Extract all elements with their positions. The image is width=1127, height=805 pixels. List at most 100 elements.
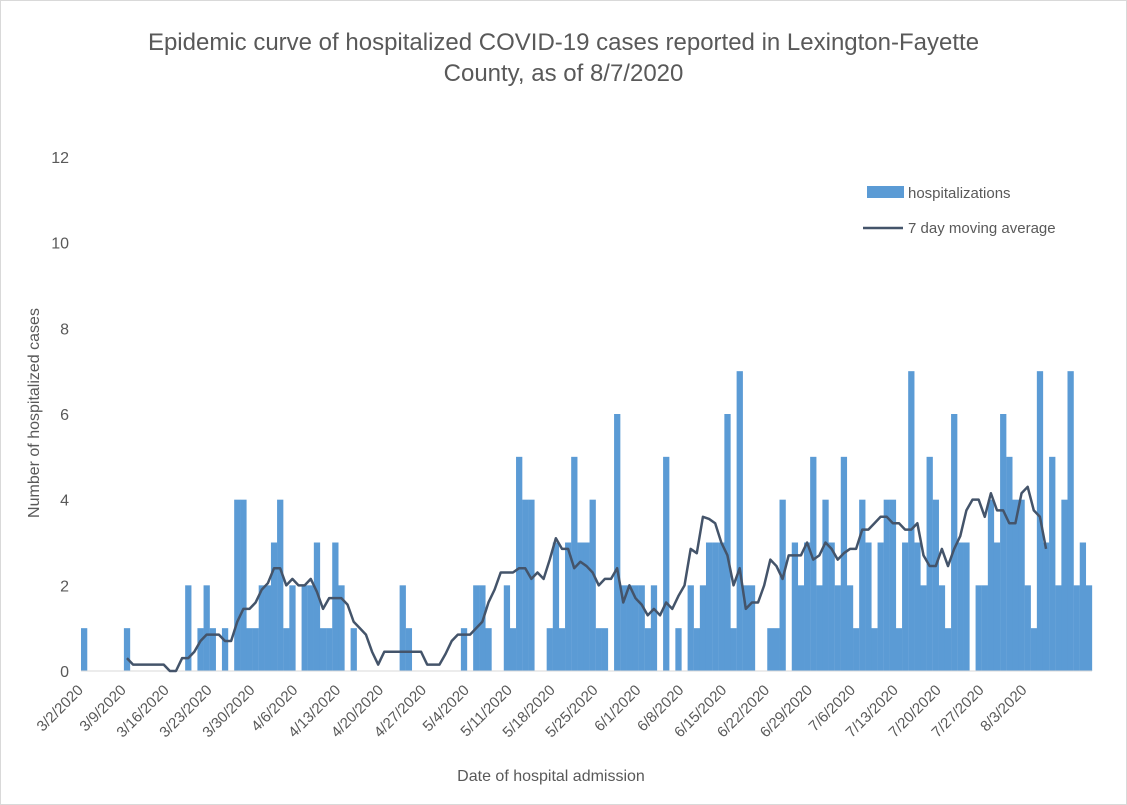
hospitalization-bar	[822, 499, 829, 671]
hospitalization-bar	[840, 456, 848, 671]
hospitalization-bar	[644, 628, 651, 671]
hospitalization-bar	[767, 628, 774, 671]
hospitalization-bar	[258, 585, 265, 671]
y-tick-label: 12	[51, 150, 69, 167]
hospitalization-bar	[981, 585, 988, 671]
hospitalization-bar	[944, 628, 952, 671]
hospitalization-bar	[528, 499, 535, 671]
hospitalization-bar	[853, 628, 860, 671]
hospitalization-bar	[859, 499, 866, 671]
hospitalization-bar	[209, 628, 216, 671]
hospitalization-bar	[81, 628, 88, 671]
moving-average-line	[126, 485, 1048, 673]
hospitalization-bar	[338, 585, 345, 671]
hospitalization-bar	[270, 542, 278, 671]
hospitalization-bar	[816, 585, 823, 671]
hospitalization-bar	[234, 499, 241, 671]
hospitalization-bar	[319, 628, 327, 671]
hospitalization-bar	[509, 628, 517, 671]
hospitalization-bar	[197, 628, 204, 671]
x-axis-title: Date of hospital admission	[457, 768, 645, 785]
hospitalization-bar	[1000, 414, 1007, 671]
hospitalization-bar	[221, 628, 229, 671]
hospitalization-bar	[589, 499, 596, 671]
hospitalization-bar	[185, 585, 192, 671]
hospitalization-bar	[902, 542, 909, 671]
hospitalization-bar	[516, 456, 523, 671]
hospitalization-bar	[399, 585, 406, 671]
hospitalization-bar	[828, 542, 835, 671]
hospitalization-bar	[405, 628, 413, 671]
hospitalization-bar	[1049, 456, 1056, 671]
hospitalization-bar	[920, 585, 927, 671]
hospitalization-bar	[871, 628, 878, 671]
legend-swatch-hospitalizations	[867, 186, 904, 198]
hospitalization-bar	[332, 542, 339, 671]
hospitalization-bar	[1024, 585, 1031, 671]
hospitalization-bar	[620, 585, 627, 671]
hospitalization-bar	[522, 499, 529, 671]
hospitalization-bar	[571, 456, 578, 671]
hospitalization-bar	[724, 414, 731, 671]
hospitalization-bar	[963, 542, 970, 671]
hospitalization-bar	[626, 585, 633, 671]
legend-label-hospitalizations: hospitalizations	[908, 185, 1011, 202]
hospitalization-bar	[460, 628, 468, 671]
hospitalization-bar	[289, 585, 296, 671]
hospitalization-bar	[638, 585, 645, 671]
hospitalization-bar	[1030, 628, 1038, 671]
hospitalization-bar	[804, 542, 811, 671]
hospitalization-bar	[565, 542, 572, 671]
hospitalization-bar	[546, 628, 553, 671]
y-axis-title: Number of hospitalized cases	[26, 308, 43, 518]
hospitalization-bar	[975, 585, 982, 671]
hospitalization-bar	[797, 585, 805, 671]
hospitalization-bar	[834, 585, 841, 671]
hospitalization-bar	[865, 542, 872, 671]
hospitalization-bar	[1042, 542, 1050, 671]
hospitalization-bar	[313, 542, 321, 671]
hospitalization-bar	[779, 499, 786, 671]
hospitalization-bar	[1018, 499, 1025, 671]
hospitalization-bar	[730, 628, 737, 671]
hospitalization-bar	[889, 499, 897, 671]
hospitalization-bar	[264, 585, 272, 671]
hospitalization-bar	[663, 456, 670, 671]
x-tick-label: 3/2/2020	[34, 682, 87, 735]
hospitalization-bar	[632, 585, 639, 671]
hospitalization-bar	[914, 542, 921, 671]
hospitalization-bar	[675, 628, 682, 671]
hospitalization-bar	[712, 542, 719, 671]
hospitalization-bar	[301, 585, 308, 671]
hospitalization-bar	[123, 628, 131, 671]
hospitalization-bar	[742, 585, 750, 671]
chart-title: Epidemic curve of hospitalized COVID-19 …	[61, 27, 1066, 89]
hospitalization-bar	[1055, 585, 1062, 671]
hospitalization-bar	[846, 585, 854, 671]
chart-title-line2: County, as of 8/7/2020	[443, 60, 684, 87]
hospitalization-bar	[595, 628, 602, 671]
y-tick-label: 0	[60, 664, 69, 681]
hospitalization-bar	[479, 585, 486, 671]
hospitalization-bar	[883, 499, 890, 671]
hospitalization-bar	[614, 414, 621, 671]
hospitalization-bar	[650, 585, 658, 671]
hospitalization-bar	[736, 371, 743, 671]
y-tick-label: 2	[60, 578, 69, 595]
hospitalization-bar	[277, 499, 284, 671]
y-tick-label: 4	[60, 493, 69, 510]
hospitalization-bar	[877, 542, 884, 671]
hospitalization-bar	[601, 628, 609, 671]
hospitalization-bar	[993, 542, 1001, 671]
hospitalization-bar	[895, 628, 903, 671]
hospitalization-bar	[748, 585, 756, 671]
x-tick-label: 8/3/2020	[977, 682, 1030, 735]
legend-label-moving-average: 7 day moving average	[908, 220, 1056, 237]
hospitalization-bar	[687, 585, 694, 671]
hospitalization-bar	[283, 628, 290, 671]
hospitalization-bar	[203, 585, 210, 671]
hospitalization-bar	[1085, 585, 1093, 671]
hospitalization-bar	[503, 585, 511, 671]
hospitalization-bar	[791, 542, 799, 671]
